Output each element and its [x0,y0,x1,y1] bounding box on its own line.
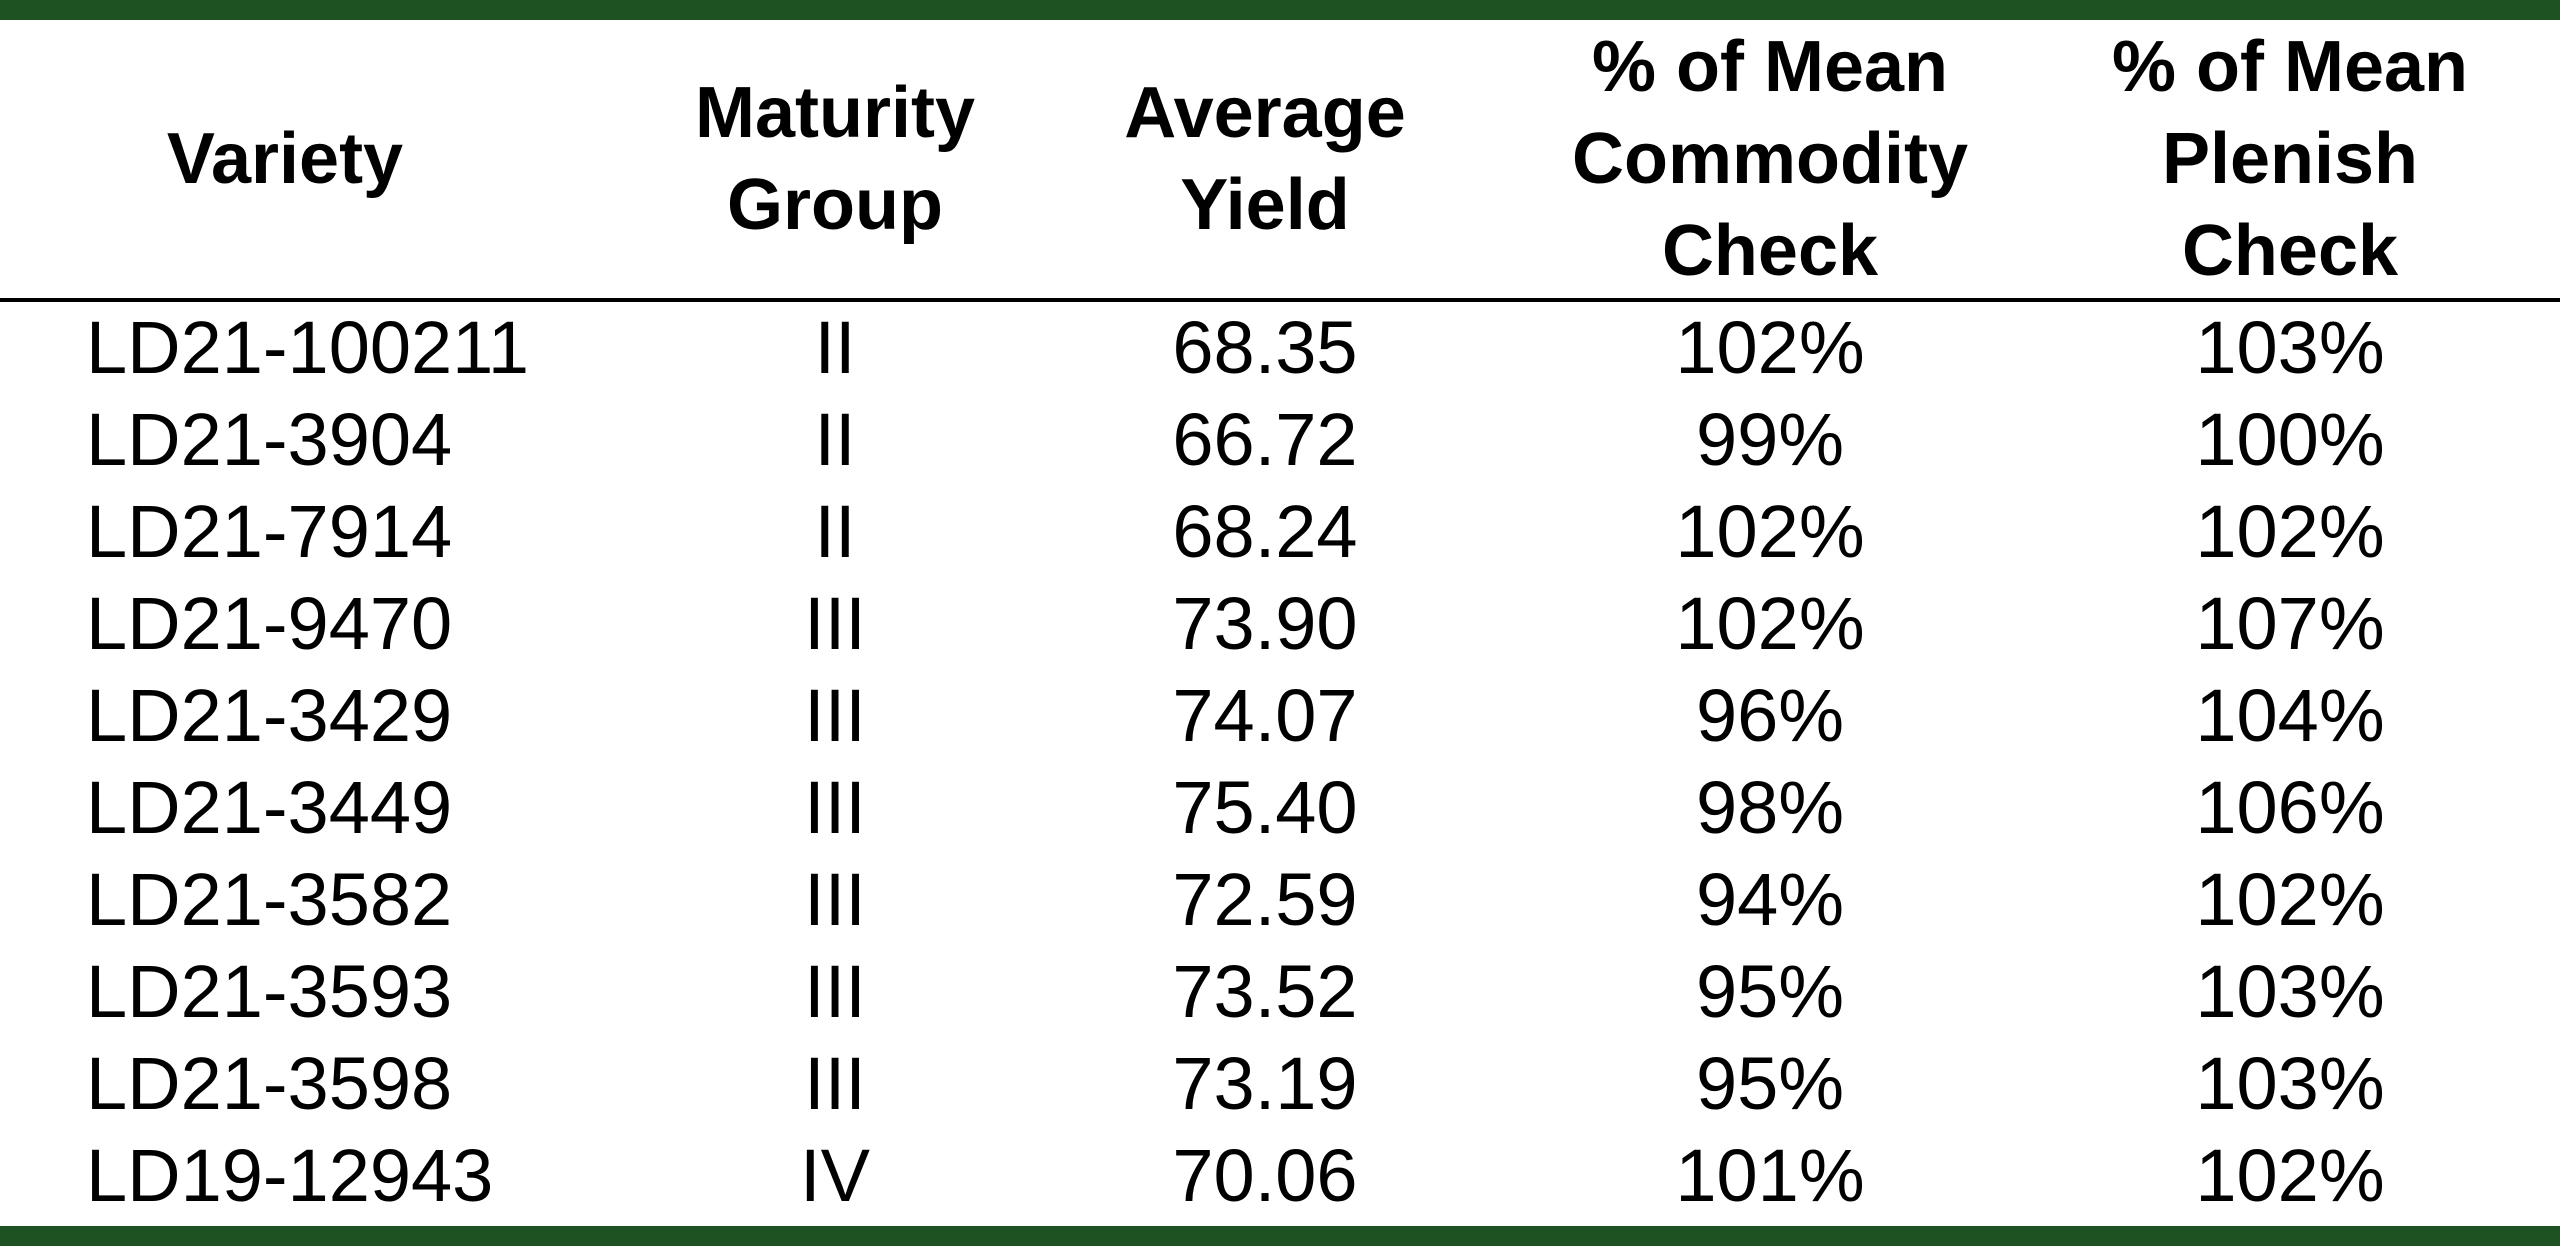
cell-variety: LD21-9470 [86,582,453,665]
table-row: LD21-3582 III 72.59 94% 102% [0,854,2560,946]
table-row: LD19-12943 IV 70.06 101% 102% [0,1130,2560,1222]
header-variety: Variety [166,119,404,199]
cell-pct-commodity-check: 101% [1675,1134,1865,1217]
cell-average-yield: 74.07 [1172,674,1358,757]
cell-variety: LD21-3429 [86,674,453,757]
cell-maturity-group: IV [800,1134,870,1217]
cell-average-yield: 68.24 [1172,490,1358,573]
header-maturity-group: Maturity Group [694,73,976,245]
cell-pct-commodity-check: 99% [1695,398,1845,481]
cell-average-yield: 75.40 [1172,766,1358,849]
cell-pct-commodity-check: 98% [1695,766,1845,849]
header-average-yield: Average Yield [1124,73,1406,245]
cell-maturity-group: III [804,1042,866,1125]
cell-variety: LD21-100211 [86,306,529,389]
table-row: LD21-3449 III 75.40 98% 106% [0,762,2560,854]
cell-pct-plenish-check: 103% [2195,1042,2385,1125]
cell-maturity-group: III [804,674,866,757]
cell-pct-plenish-check: 102% [2195,1134,2385,1217]
cell-maturity-group: III [804,950,866,1033]
table-header-row: Variety Maturity Group Average Yield % o… [0,20,2560,298]
cell-pct-plenish-check: 103% [2195,950,2385,1033]
cell-pct-plenish-check: 100% [2195,398,2385,481]
cell-variety: LD21-3582 [86,858,453,941]
table-row: LD21-3429 III 74.07 96% 104% [0,670,2560,762]
cell-pct-commodity-check: 95% [1695,1042,1845,1125]
cell-maturity-group: II [814,490,856,573]
table-top-border [0,0,2560,20]
cell-average-yield: 72.59 [1172,858,1358,941]
header-pct-commodity-check: % of Mean Commodity Check [1572,27,1968,291]
table-row: LD21-3593 III 73.52 95% 103% [0,946,2560,1038]
header-pct-plenish-check: % of Mean Plenish Check [2111,27,2469,291]
cell-pct-plenish-check: 106% [2195,766,2385,849]
cell-pct-commodity-check: 102% [1675,582,1865,665]
table-row: LD21-3904 II 66.72 99% 100% [0,394,2560,486]
cell-pct-commodity-check: 94% [1695,858,1845,941]
cell-average-yield: 73.52 [1172,950,1358,1033]
table-row: LD21-9470 III 73.90 102% 107% [0,578,2560,670]
cell-average-yield: 70.06 [1172,1134,1358,1217]
cell-maturity-group: III [804,582,866,665]
table-row: LD21-100211 II 68.35 102% 103% [0,302,2560,394]
cell-maturity-group: III [804,766,866,849]
cell-maturity-group: III [804,858,866,941]
cell-variety: LD21-3904 [86,398,453,481]
cell-pct-commodity-check: 102% [1675,490,1865,573]
cell-variety: LD21-7914 [86,490,453,573]
cell-pct-plenish-check: 102% [2195,490,2385,573]
cell-maturity-group: II [814,398,856,481]
cell-pct-plenish-check: 107% [2195,582,2385,665]
header-divider [0,298,2560,302]
cell-variety: LD21-3593 [86,950,453,1033]
table-body: LD21-100211 II 68.35 102% 103% LD21-3904… [0,302,2560,1226]
cell-average-yield: 66.72 [1172,398,1358,481]
cell-pct-plenish-check: 104% [2195,674,2385,757]
cell-pct-commodity-check: 96% [1695,674,1845,757]
cell-pct-commodity-check: 95% [1695,950,1845,1033]
cell-variety: LD21-3598 [86,1042,453,1125]
table-bottom-border [0,1226,2560,1246]
cell-pct-plenish-check: 103% [2195,306,2385,389]
cell-average-yield: 68.35 [1172,306,1358,389]
cell-average-yield: 73.90 [1172,582,1358,665]
cell-pct-plenish-check: 102% [2195,858,2385,941]
cell-variety: LD21-3449 [86,766,453,849]
cell-pct-commodity-check: 102% [1675,306,1865,389]
table-row: LD21-3598 III 73.19 95% 103% [0,1038,2560,1130]
cell-average-yield: 73.19 [1172,1042,1358,1125]
cell-maturity-group: II [814,306,856,389]
table-row: LD21-7914 II 68.24 102% 102% [0,486,2560,578]
cell-variety: LD19-12943 [86,1134,494,1217]
